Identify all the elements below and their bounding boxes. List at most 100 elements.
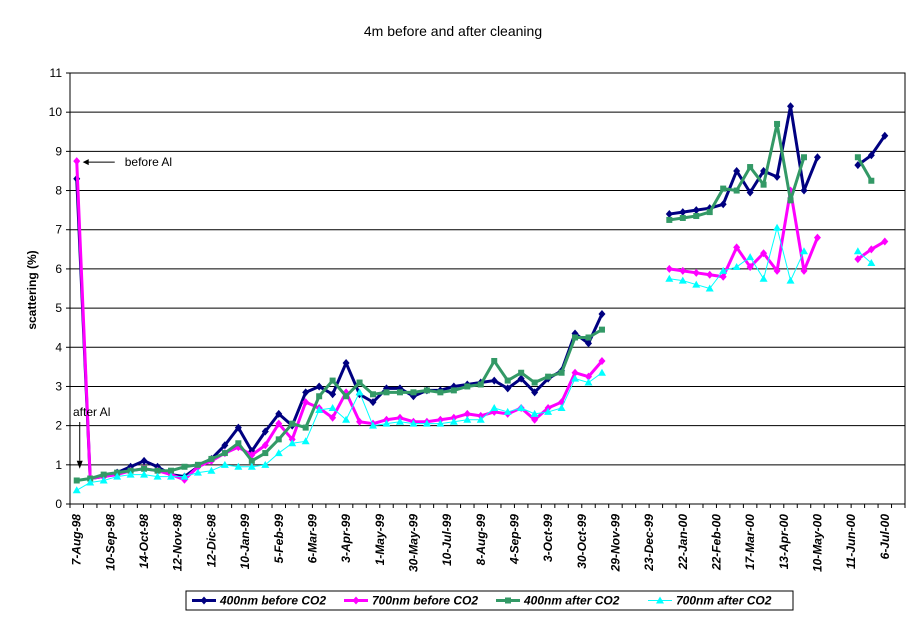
data-point (73, 157, 81, 166)
data-point (517, 404, 526, 412)
data-point (436, 419, 445, 427)
x-tick-label: 22-Jan-00 (676, 514, 690, 571)
data-point (140, 456, 148, 465)
data-point (585, 339, 593, 348)
x-tick-label: 10-May-00 (810, 514, 824, 572)
x-tick-label: 4-Sep-99 (507, 514, 521, 565)
series-4 (72, 223, 876, 494)
x-tick-label: 5-Feb-99 (272, 514, 286, 564)
data-point (585, 334, 592, 341)
data-point (679, 214, 686, 221)
data-point (760, 181, 767, 188)
legend-entry: 400nm before CO2 (219, 594, 326, 608)
data-point (517, 374, 525, 383)
data-point (99, 476, 108, 484)
data-point (867, 245, 875, 254)
x-tick-label: 30-May-99 (406, 514, 420, 572)
x-tick-label: 10-Sep-98 (103, 514, 117, 571)
arrow-head (82, 159, 89, 166)
data-point (355, 388, 364, 396)
data-point (558, 369, 565, 376)
data-point (854, 154, 861, 161)
data-point (261, 441, 269, 450)
data-point (746, 253, 755, 261)
data-point (544, 407, 553, 415)
data-point (383, 389, 390, 396)
data-point (706, 209, 713, 216)
data-point (194, 461, 201, 468)
data-point (356, 417, 364, 426)
chart-title: 4m before and after cleaning (364, 23, 542, 39)
annotation-before-al: before Al (125, 155, 172, 169)
data-point (316, 393, 323, 400)
x-axis: 7-Aug-98 10-Sep-98 14-Oct-98 12-Nov-98 12-Di… (69, 504, 906, 572)
data-point (881, 237, 889, 246)
data-point (786, 276, 795, 284)
data-point (328, 404, 337, 412)
data-point (86, 478, 95, 486)
data-point (666, 216, 673, 223)
data-point (100, 471, 107, 478)
x-tick-label: 23-Dec-99 (642, 514, 656, 572)
x-tick-label: 6-Jul-00 (878, 514, 892, 560)
data-point (369, 421, 378, 429)
data-point (881, 131, 889, 140)
data-point (854, 255, 862, 264)
data-point (113, 472, 122, 480)
data-point (302, 424, 309, 431)
y-tick-label: 2 (55, 419, 62, 433)
data-point (221, 450, 228, 457)
data-point (503, 407, 512, 415)
data-point (760, 249, 768, 258)
data-point (597, 368, 606, 376)
series-line (856, 156, 873, 182)
data-point (692, 206, 700, 215)
data-point (598, 356, 606, 365)
data-point (706, 270, 714, 279)
data-point (773, 172, 781, 181)
data-point (234, 462, 243, 470)
data-point (221, 441, 229, 450)
data-point (302, 398, 310, 407)
x-tick-label: 17-Mar-00 (743, 514, 757, 570)
legend-entry: 400nm after CO2 (523, 594, 620, 608)
data-point (234, 423, 242, 432)
legend-entry: 700nm before CO2 (372, 594, 478, 608)
data-point (719, 266, 728, 274)
data-point (342, 358, 350, 367)
data-point (572, 334, 579, 341)
y-tick-label: 9 (55, 144, 62, 158)
data-point (678, 276, 687, 284)
data-point (72, 486, 81, 494)
data-point (733, 243, 741, 252)
data-point (343, 393, 350, 400)
x-tick-label: 10-Jul-99 (440, 514, 454, 566)
data-point (449, 417, 458, 425)
data-point (476, 415, 485, 423)
data-point (867, 151, 875, 160)
x-tick-label: 10-Jan-99 (238, 514, 252, 570)
data-point (181, 463, 188, 470)
data-point (720, 185, 727, 192)
data-point (261, 460, 270, 468)
data-point (73, 477, 80, 484)
y-tick-label: 4 (55, 340, 62, 354)
data-point (800, 266, 808, 275)
data-point (585, 372, 593, 381)
x-tick-label: 12-Nov-98 (171, 514, 185, 572)
data-point (247, 462, 256, 470)
data-point (220, 460, 229, 468)
data-point (126, 470, 135, 478)
data-point (813, 153, 821, 162)
y-tick-label: 5 (55, 301, 62, 315)
data-point (504, 377, 511, 384)
x-tick-label: 14-Oct-98 (137, 514, 151, 569)
x-tick-label: 30-Oct-99 (575, 514, 589, 569)
data-point (692, 268, 700, 277)
series-3 (73, 120, 875, 484)
data-point (799, 247, 808, 255)
legend: 400nm before CO2 700nm before CO2 400nm af… (185, 590, 794, 611)
data-point (491, 357, 498, 364)
x-tick-label: 3-Apr-99 (339, 514, 353, 563)
